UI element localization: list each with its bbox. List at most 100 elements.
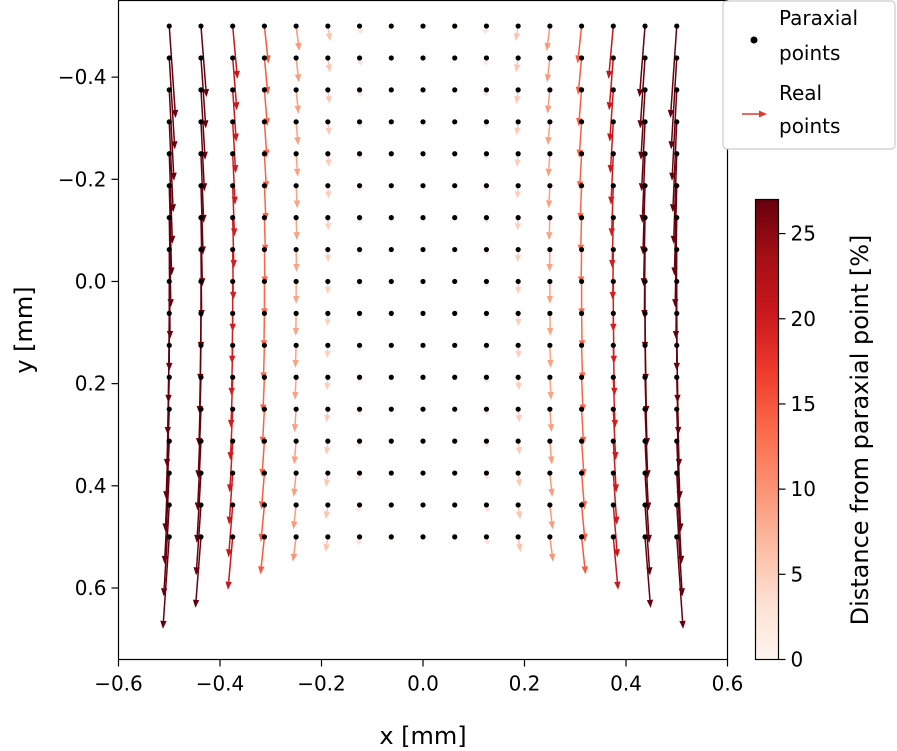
paraxial-point (388, 406, 394, 412)
paraxial-point (261, 310, 268, 316)
paraxial-point (261, 374, 268, 380)
paraxial-point (642, 342, 648, 348)
paraxial-point (674, 470, 680, 476)
paraxial-point (198, 310, 204, 316)
x-tick-label: −0.4 (196, 672, 245, 696)
paraxial-point (166, 342, 172, 348)
paraxial-point (166, 310, 172, 316)
real-point-arrow-shaft (578, 121, 583, 150)
real-point-arrow-shaft (168, 57, 176, 142)
real-point-arrow-shaft (293, 472, 297, 489)
x-tick-label: 0.4 (610, 672, 642, 696)
paraxial-point (483, 87, 490, 93)
paraxial-point (642, 151, 648, 157)
real-point-arrow-shaft (231, 185, 235, 229)
real-point-arrow-head (227, 451, 234, 461)
real-point-arrow-shaft (673, 185, 678, 268)
real-point-arrow-shaft (676, 504, 683, 589)
real-point-arrow-head (357, 29, 364, 35)
paraxial-point (325, 151, 331, 157)
real-point-arrow-head (230, 228, 238, 237)
paraxial-point (674, 151, 680, 157)
paraxial-point (198, 215, 204, 221)
paraxial-point (388, 215, 394, 221)
paraxial-point (610, 55, 616, 61)
real-point-arrow-head (325, 32, 333, 42)
real-point-arrow-shaft (168, 25, 176, 111)
real-point-arrow-head (324, 287, 332, 295)
paraxial-point (674, 23, 680, 29)
paraxial-point (547, 534, 553, 540)
real-point-arrow-shaft (262, 345, 266, 373)
paraxial-point (356, 534, 363, 540)
paraxial-point (388, 183, 394, 189)
real-point-arrow-head (515, 319, 522, 327)
paraxial-point (483, 151, 490, 157)
paraxial-point (166, 470, 172, 476)
real-point-arrow-head (483, 379, 490, 384)
paraxial-point (230, 23, 236, 29)
paraxial-point (483, 278, 490, 285)
real-point-arrow-shaft (612, 409, 617, 453)
paraxial-point (356, 278, 363, 285)
paraxial-point (610, 23, 616, 29)
paraxial-point (166, 438, 172, 444)
paraxial-point (198, 183, 204, 189)
real-point-arrow-head (514, 127, 521, 136)
real-point-arrow-head (637, 120, 644, 129)
paraxial-point (356, 406, 363, 412)
real-point-arrow-shaft (547, 89, 551, 106)
paraxial-point (230, 119, 236, 125)
paraxial-point (198, 470, 204, 476)
real-point-arrow-shaft (263, 185, 267, 214)
paraxial-point (610, 374, 616, 380)
real-point-arrow-head (292, 391, 299, 400)
paraxial-point (578, 470, 585, 476)
paraxial-point (261, 183, 268, 189)
real-point-arrow-shaft (229, 409, 234, 453)
paraxial-point (674, 374, 680, 380)
real-point-arrow-head (513, 32, 521, 42)
paraxial-point (230, 534, 236, 540)
real-point-arrow-shaft (231, 57, 237, 103)
paraxial-point (420, 438, 426, 444)
real-point-arrow-head (356, 188, 364, 192)
paraxial-point (515, 215, 521, 221)
paraxial-point (452, 374, 458, 380)
paraxial-point (420, 151, 426, 157)
colorbar: 0 5 10 15 20 25 Distance from paraxial point … (754, 198, 874, 672)
real-point-arrow-shaft (546, 25, 551, 44)
paraxial-point (230, 438, 236, 444)
paraxial-point (642, 23, 648, 29)
real-point-arrow-shaft (164, 441, 170, 524)
paraxial-point (198, 87, 204, 93)
real-point-arrow-shaft (295, 25, 300, 44)
paraxial-point (674, 406, 680, 412)
paraxial-point (452, 119, 458, 125)
paraxial-point (293, 534, 299, 540)
paraxial-point (356, 23, 363, 29)
real-point-arrow-shaft (676, 441, 682, 524)
real-point-arrow-head (546, 327, 554, 336)
y-tick-label: 0.4 (75, 474, 107, 498)
colorbar-label: Distance from paraxial point [%] (846, 235, 874, 626)
paraxial-point (261, 438, 268, 444)
paraxial-point (230, 55, 236, 61)
real-point-arrow-head (544, 42, 551, 51)
y-tick-label: 0.0 (75, 269, 107, 293)
legend-paraxial-marker (750, 36, 758, 44)
paraxial-point (198, 278, 204, 285)
paraxial-point (325, 87, 331, 93)
paraxial-point (674, 183, 680, 189)
paraxial-point (610, 246, 616, 253)
paraxial-point (230, 183, 236, 189)
real-point-arrow-shaft (168, 153, 173, 236)
paraxial-point (452, 310, 458, 316)
paraxial-point (261, 151, 268, 157)
paraxial-point (674, 278, 680, 285)
paraxial-point (578, 151, 585, 157)
real-point-arrow-head (515, 350, 522, 359)
paraxial-point (261, 246, 268, 253)
paraxial-point (452, 278, 458, 285)
